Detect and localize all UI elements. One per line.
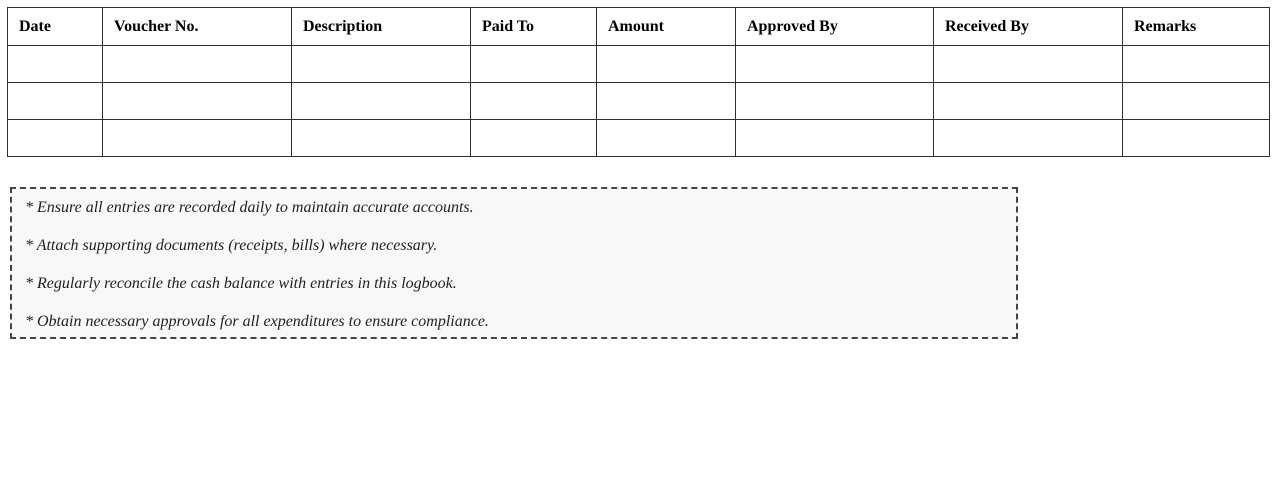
table-cell[interactable] (933, 45, 1123, 83)
header-cell-remarks: Remarks (1122, 7, 1270, 46)
header-cell-voucher-no: Voucher No. (102, 7, 292, 46)
header-cell-approved-by: Approved By (735, 7, 934, 46)
header-cell-paid-to: Paid To (470, 7, 597, 46)
table-cell[interactable] (291, 119, 471, 157)
table-cell[interactable] (933, 82, 1123, 120)
table-cell[interactable] (470, 45, 597, 83)
table-cell[interactable] (7, 119, 103, 157)
table-cell[interactable] (7, 82, 103, 120)
table-header-row: Date Voucher No. Description Paid To Amo… (7, 7, 1270, 46)
header-cell-received-by: Received By (933, 7, 1123, 46)
table-cell[interactable] (7, 45, 103, 83)
table-cell[interactable] (735, 82, 934, 120)
note-item: * Attach supporting documents (receipts,… (25, 237, 438, 254)
table-cell[interactable] (933, 119, 1123, 157)
table-cell[interactable] (596, 82, 736, 120)
cash-log-table: Date Voucher No. Description Paid To Amo… (7, 7, 1270, 157)
table-cell[interactable] (102, 45, 292, 83)
table-cell[interactable] (735, 45, 934, 83)
table-cell[interactable] (102, 82, 292, 120)
table-cell[interactable] (1122, 82, 1270, 120)
table-row (7, 45, 1270, 83)
table-cell[interactable] (1122, 45, 1270, 83)
note-item: * Obtain necessary approvals for all exp… (25, 313, 489, 330)
header-cell-description: Description (291, 7, 471, 46)
table-cell[interactable] (470, 119, 597, 157)
table-cell[interactable] (735, 119, 934, 157)
table-cell[interactable] (470, 82, 597, 120)
table-cell[interactable] (1122, 119, 1270, 157)
header-cell-date: Date (7, 7, 103, 46)
table-row (7, 82, 1270, 120)
notes-box: * Ensure all entries are recorded daily … (10, 187, 1018, 339)
note-item: * Ensure all entries are recorded daily … (25, 199, 474, 216)
table-cell[interactable] (596, 119, 736, 157)
note-item: * Regularly reconcile the cash balance w… (25, 275, 457, 292)
table-cell[interactable] (596, 45, 736, 83)
header-cell-amount: Amount (596, 7, 736, 46)
table-cell[interactable] (291, 82, 471, 120)
table-cell[interactable] (291, 45, 471, 83)
table-cell[interactable] (102, 119, 292, 157)
table-row (7, 119, 1270, 157)
